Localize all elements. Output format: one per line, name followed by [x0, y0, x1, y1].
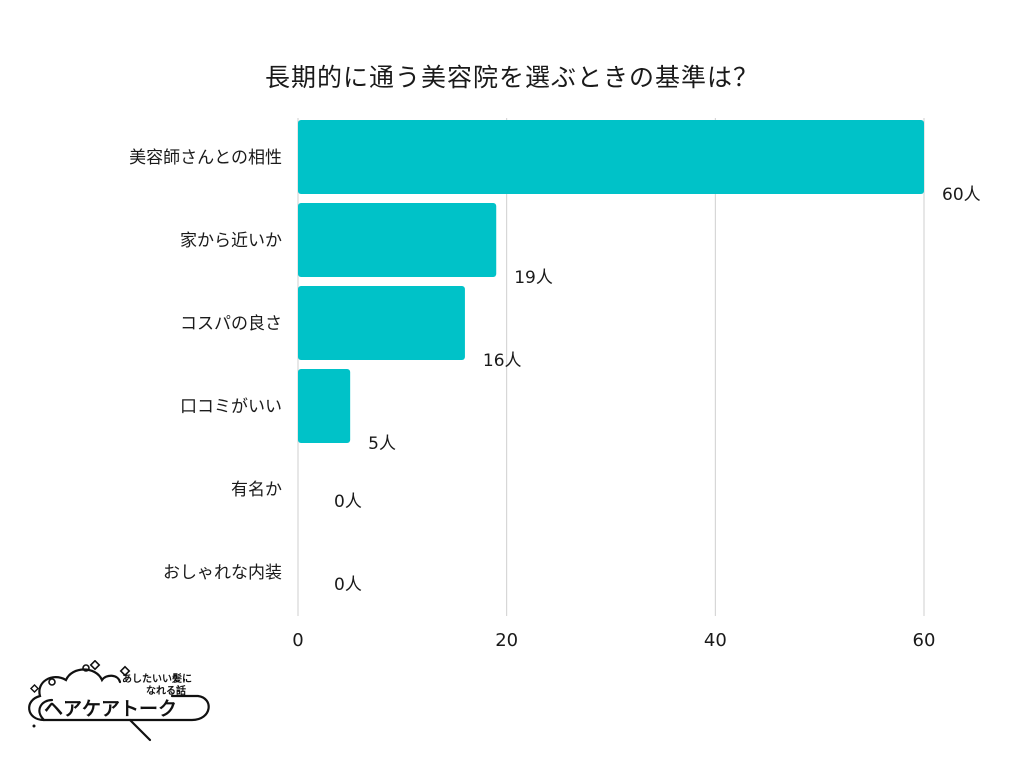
bar [298, 203, 497, 277]
bar [298, 120, 924, 194]
gridlines [297, 118, 925, 616]
chart-title: 長期的に通う美容院を選ぶときの基準は？ [264, 63, 759, 92]
value-label: 16人 [483, 351, 522, 371]
category-label: 家から近いか [180, 231, 282, 251]
bar [298, 286, 465, 360]
sparkle-icon [48, 678, 56, 686]
category-label: おしゃれな内装 [163, 563, 282, 583]
value-label: 19人 [514, 268, 553, 288]
diamond-icon [89, 660, 101, 671]
value-label: 5人 [368, 434, 396, 454]
cloud-outline [28, 668, 122, 722]
brand-logo: あしたいい髪に なれる話 ヘアケアトーク [28, 660, 210, 742]
x-tick-label: 60 [913, 630, 936, 651]
speech-outline [38, 694, 210, 722]
x-tick-label: 20 [495, 630, 518, 651]
logo-tagline-1: あしたいい髪に [122, 672, 192, 685]
logo-tagline-2: なれる話 [146, 684, 186, 697]
value-label: 0人 [334, 575, 362, 595]
diamond-icon [119, 665, 131, 677]
category-label: 美容師さんとの相性 [129, 148, 282, 168]
speech-tail [128, 718, 152, 742]
diamond-icon [29, 683, 40, 694]
bar [298, 369, 351, 443]
x-tick-label: 0 [292, 630, 303, 651]
value-label: 0人 [334, 492, 362, 512]
bars [298, 120, 924, 443]
logo-name: ヘアケアトーク [44, 698, 177, 720]
sparkle-icon [82, 664, 90, 672]
dot-icon [32, 724, 36, 728]
category-label: 有名か [231, 480, 282, 500]
value-label: 60人 [942, 185, 981, 205]
category-label: コスパの良さ [180, 314, 282, 334]
x-tick-label: 40 [704, 630, 727, 651]
category-label: 口コミがいい [180, 397, 282, 417]
